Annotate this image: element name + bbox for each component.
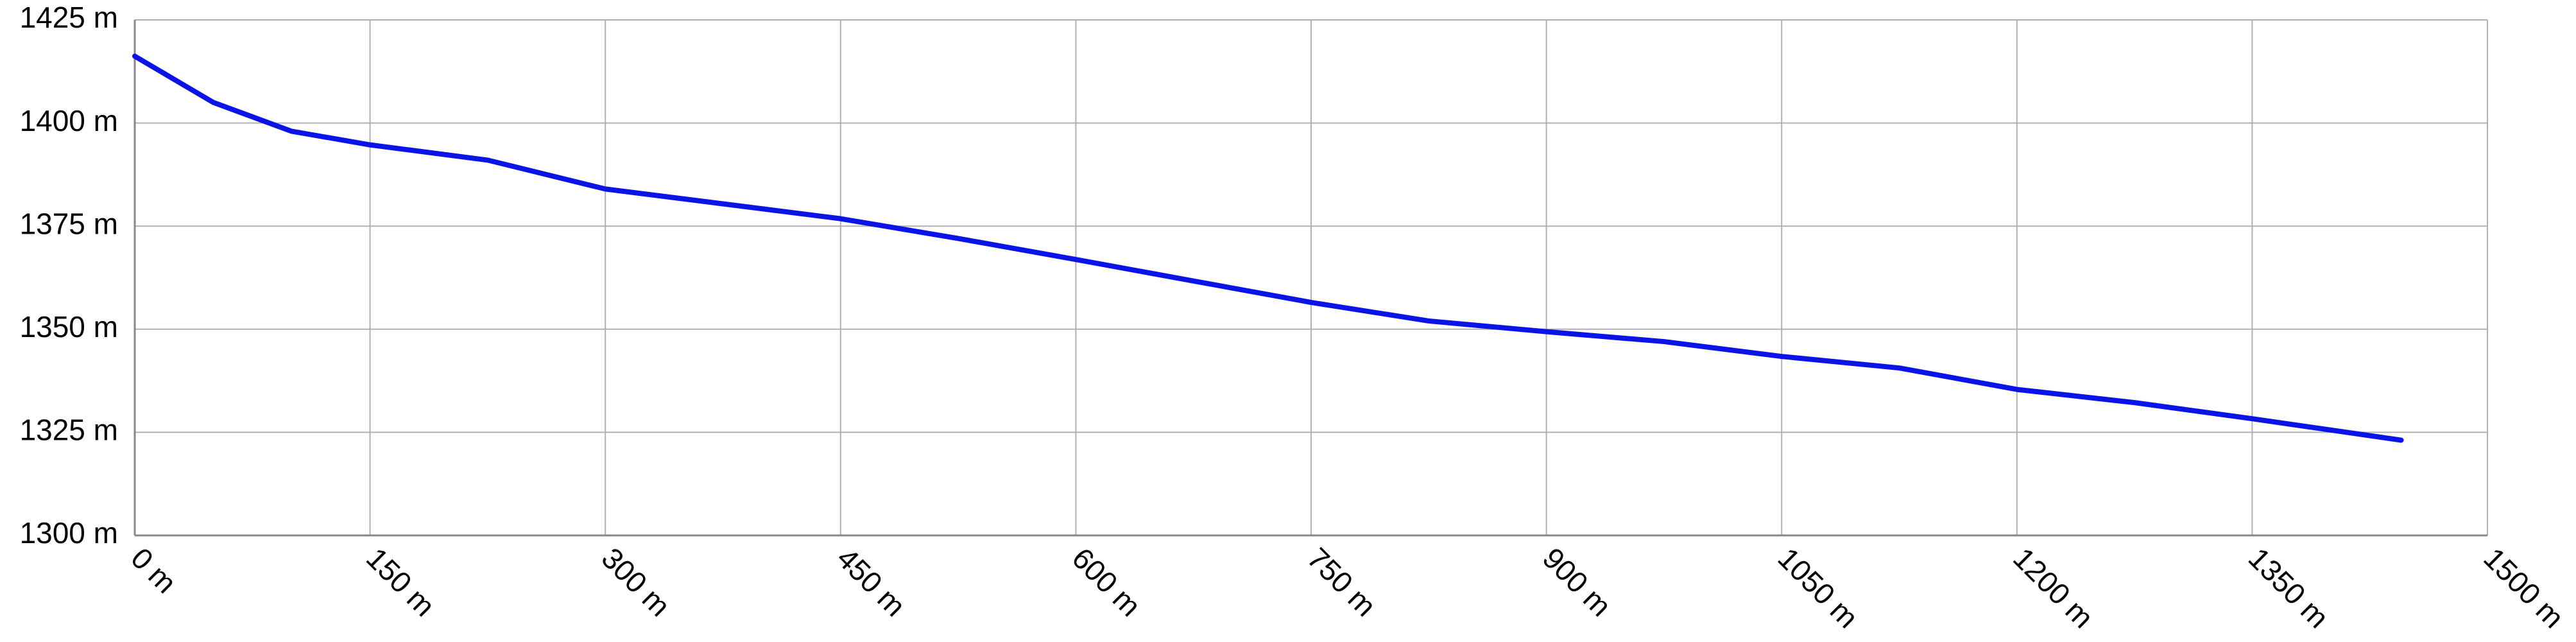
x-tick-label: 600 m [1066,541,1147,623]
elevation-line [132,53,2404,443]
x-tick-label: 1500 m [2477,541,2570,634]
x-tick-label: 450 m [830,541,912,623]
y-tick-label: 1300 m [20,516,118,550]
y-tick-label: 1325 m [20,413,118,447]
x-tick-label: 1350 m [2242,541,2335,634]
x-tick-label: 900 m [1536,541,1618,623]
y-tick-label: 1400 m [20,104,118,137]
x-tick-label: 300 m [596,541,677,623]
x-tick-label: 1200 m [2007,541,2100,634]
x-tick-label: 1050 m [1772,541,1865,634]
y-tick-label: 1425 m [20,1,118,34]
y-tick-label: 1375 m [20,207,118,240]
x-tick-label: 0 m [125,541,183,600]
x-tick-label: 750 m [1301,541,1382,623]
x-tick-label: 150 m [360,541,442,623]
y-tick-label: 1350 m [20,310,118,343]
